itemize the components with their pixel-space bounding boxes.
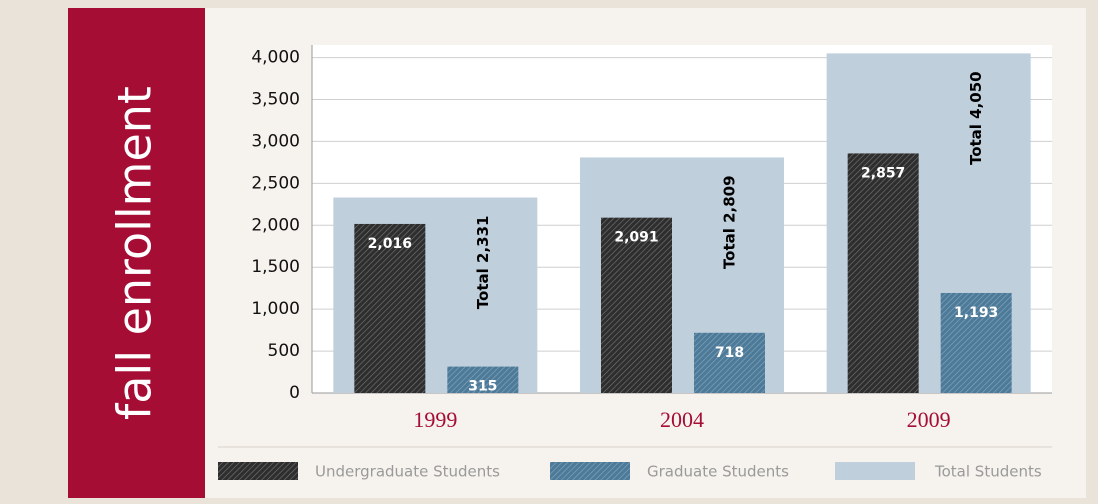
y-tick-label: 2,000 [251,215,300,235]
grad-bar [694,332,765,393]
legend-label: Total Students [934,463,1042,481]
y-tick-label: 1,500 [251,257,300,277]
x-tick-label: 2004 [660,407,704,432]
grad-bar [447,366,519,393]
total-label: Total 2,809 [721,175,739,269]
value-label: 1,193 [954,305,998,321]
legend-swatch [550,462,630,480]
y-tick-label: 3,000 [251,131,300,151]
y-tick-label: 4,000 [251,48,300,68]
undergrad-bar [354,223,426,393]
total-label: Total 4,050 [967,71,985,165]
y-tick-label: 2,500 [251,173,300,193]
legend-swatch [835,462,915,480]
value-label: 2,857 [861,165,905,181]
x-tick-label: 2009 [907,407,951,432]
undergrad-bar [847,153,919,393]
sidebar [68,8,205,498]
y-tick-label: 1,000 [251,299,300,319]
grad-bar [940,292,1012,393]
x-tick-label: 1999 [413,407,457,432]
value-label: 2,016 [368,236,412,252]
y-tick-label: 500 [268,341,300,361]
legend-swatch [218,462,298,480]
value-label: 315 [468,379,497,395]
undergrad-bar [601,217,672,393]
y-tick-label: 3,500 [251,90,300,110]
value-label: 2,091 [614,230,658,246]
legend-label: Undergraduate Students [315,463,500,481]
y-tick-label: 0 [289,383,300,403]
chart-title: fall enrollment [108,86,162,420]
legend-label: Graduate Students [647,463,789,481]
total-label: Total 2,331 [474,216,492,310]
value-label: 718 [715,345,744,361]
